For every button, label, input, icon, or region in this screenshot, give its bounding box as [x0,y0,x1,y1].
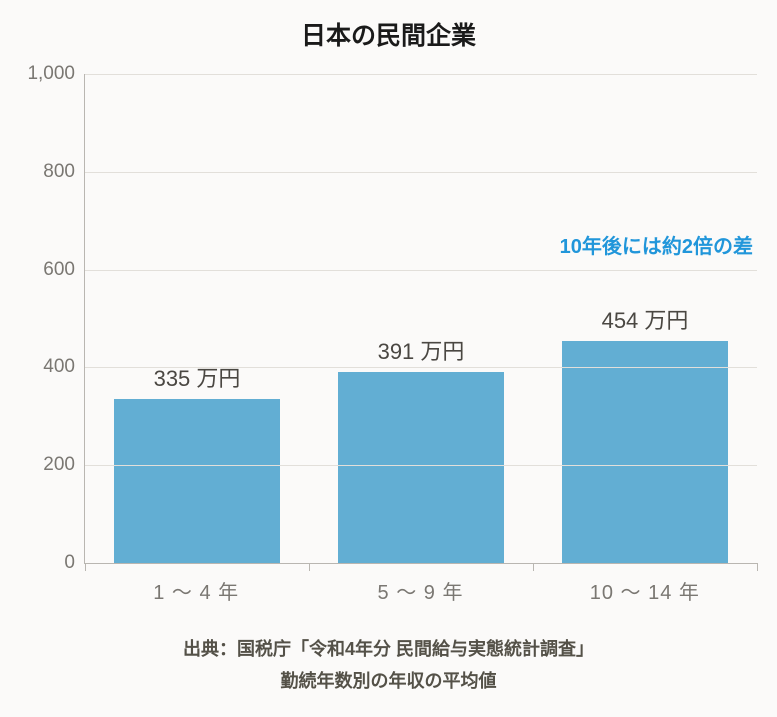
x-tick-mark [309,563,310,571]
bar-slot: 391 万円 [309,74,533,563]
bar-value-label: 454 万円 [602,303,689,335]
gridline [85,172,757,173]
bar-value-label: 391 万円 [378,334,465,366]
source-line-1: 出典：国税庁「令和4年分 民間給与実態統計調査」 [0,633,777,665]
gridline [85,74,757,75]
bar-slot: 454 万円 [533,74,757,563]
bar-value-label: 335 万円 [154,361,241,393]
y-tick-label: 1,000 [27,63,85,85]
y-tick-label: 200 [43,454,85,476]
bar [338,372,504,563]
y-tick-label: 400 [43,356,85,378]
x-tick-label: 1 ～ 4 年 [84,576,308,605]
gridline [85,367,757,368]
x-tick-label: 10 ～ 14 年 [533,576,757,605]
source-footer: 出典：国税庁「令和4年分 民間給与実態統計調査」 勤続年数別の年収の平均値 [0,633,777,698]
x-tick-mark [85,563,86,571]
y-tick-label: 0 [64,552,85,574]
bar-slot: 335 万円 [85,74,309,563]
bars-group: 335 万円 391 万円 454 万円 [85,74,757,563]
y-tick-label: 800 [43,161,85,183]
annotation-text: 10年後には約2倍の差 [560,230,753,259]
x-axis-labels: 1 ～ 4 年5 ～ 9 年10 ～ 14 年 [84,576,757,605]
y-tick-label: 600 [43,259,85,281]
gridline [85,270,757,271]
bar [114,399,280,563]
chart-title: 日本の民間企業 [0,0,777,52]
x-tick-mark [757,563,758,571]
x-tick-mark [533,563,534,571]
gridline [85,465,757,466]
source-line-2: 勤続年数別の年収の平均値 [0,665,777,697]
chart-container: 335 万円391 万円454 万円 02004006008001,00010年… [20,74,757,605]
plot-area: 335 万円391 万円454 万円 02004006008001,00010年… [84,74,757,564]
bar [562,341,728,563]
x-tick-label: 5 ～ 9 年 [308,576,532,605]
